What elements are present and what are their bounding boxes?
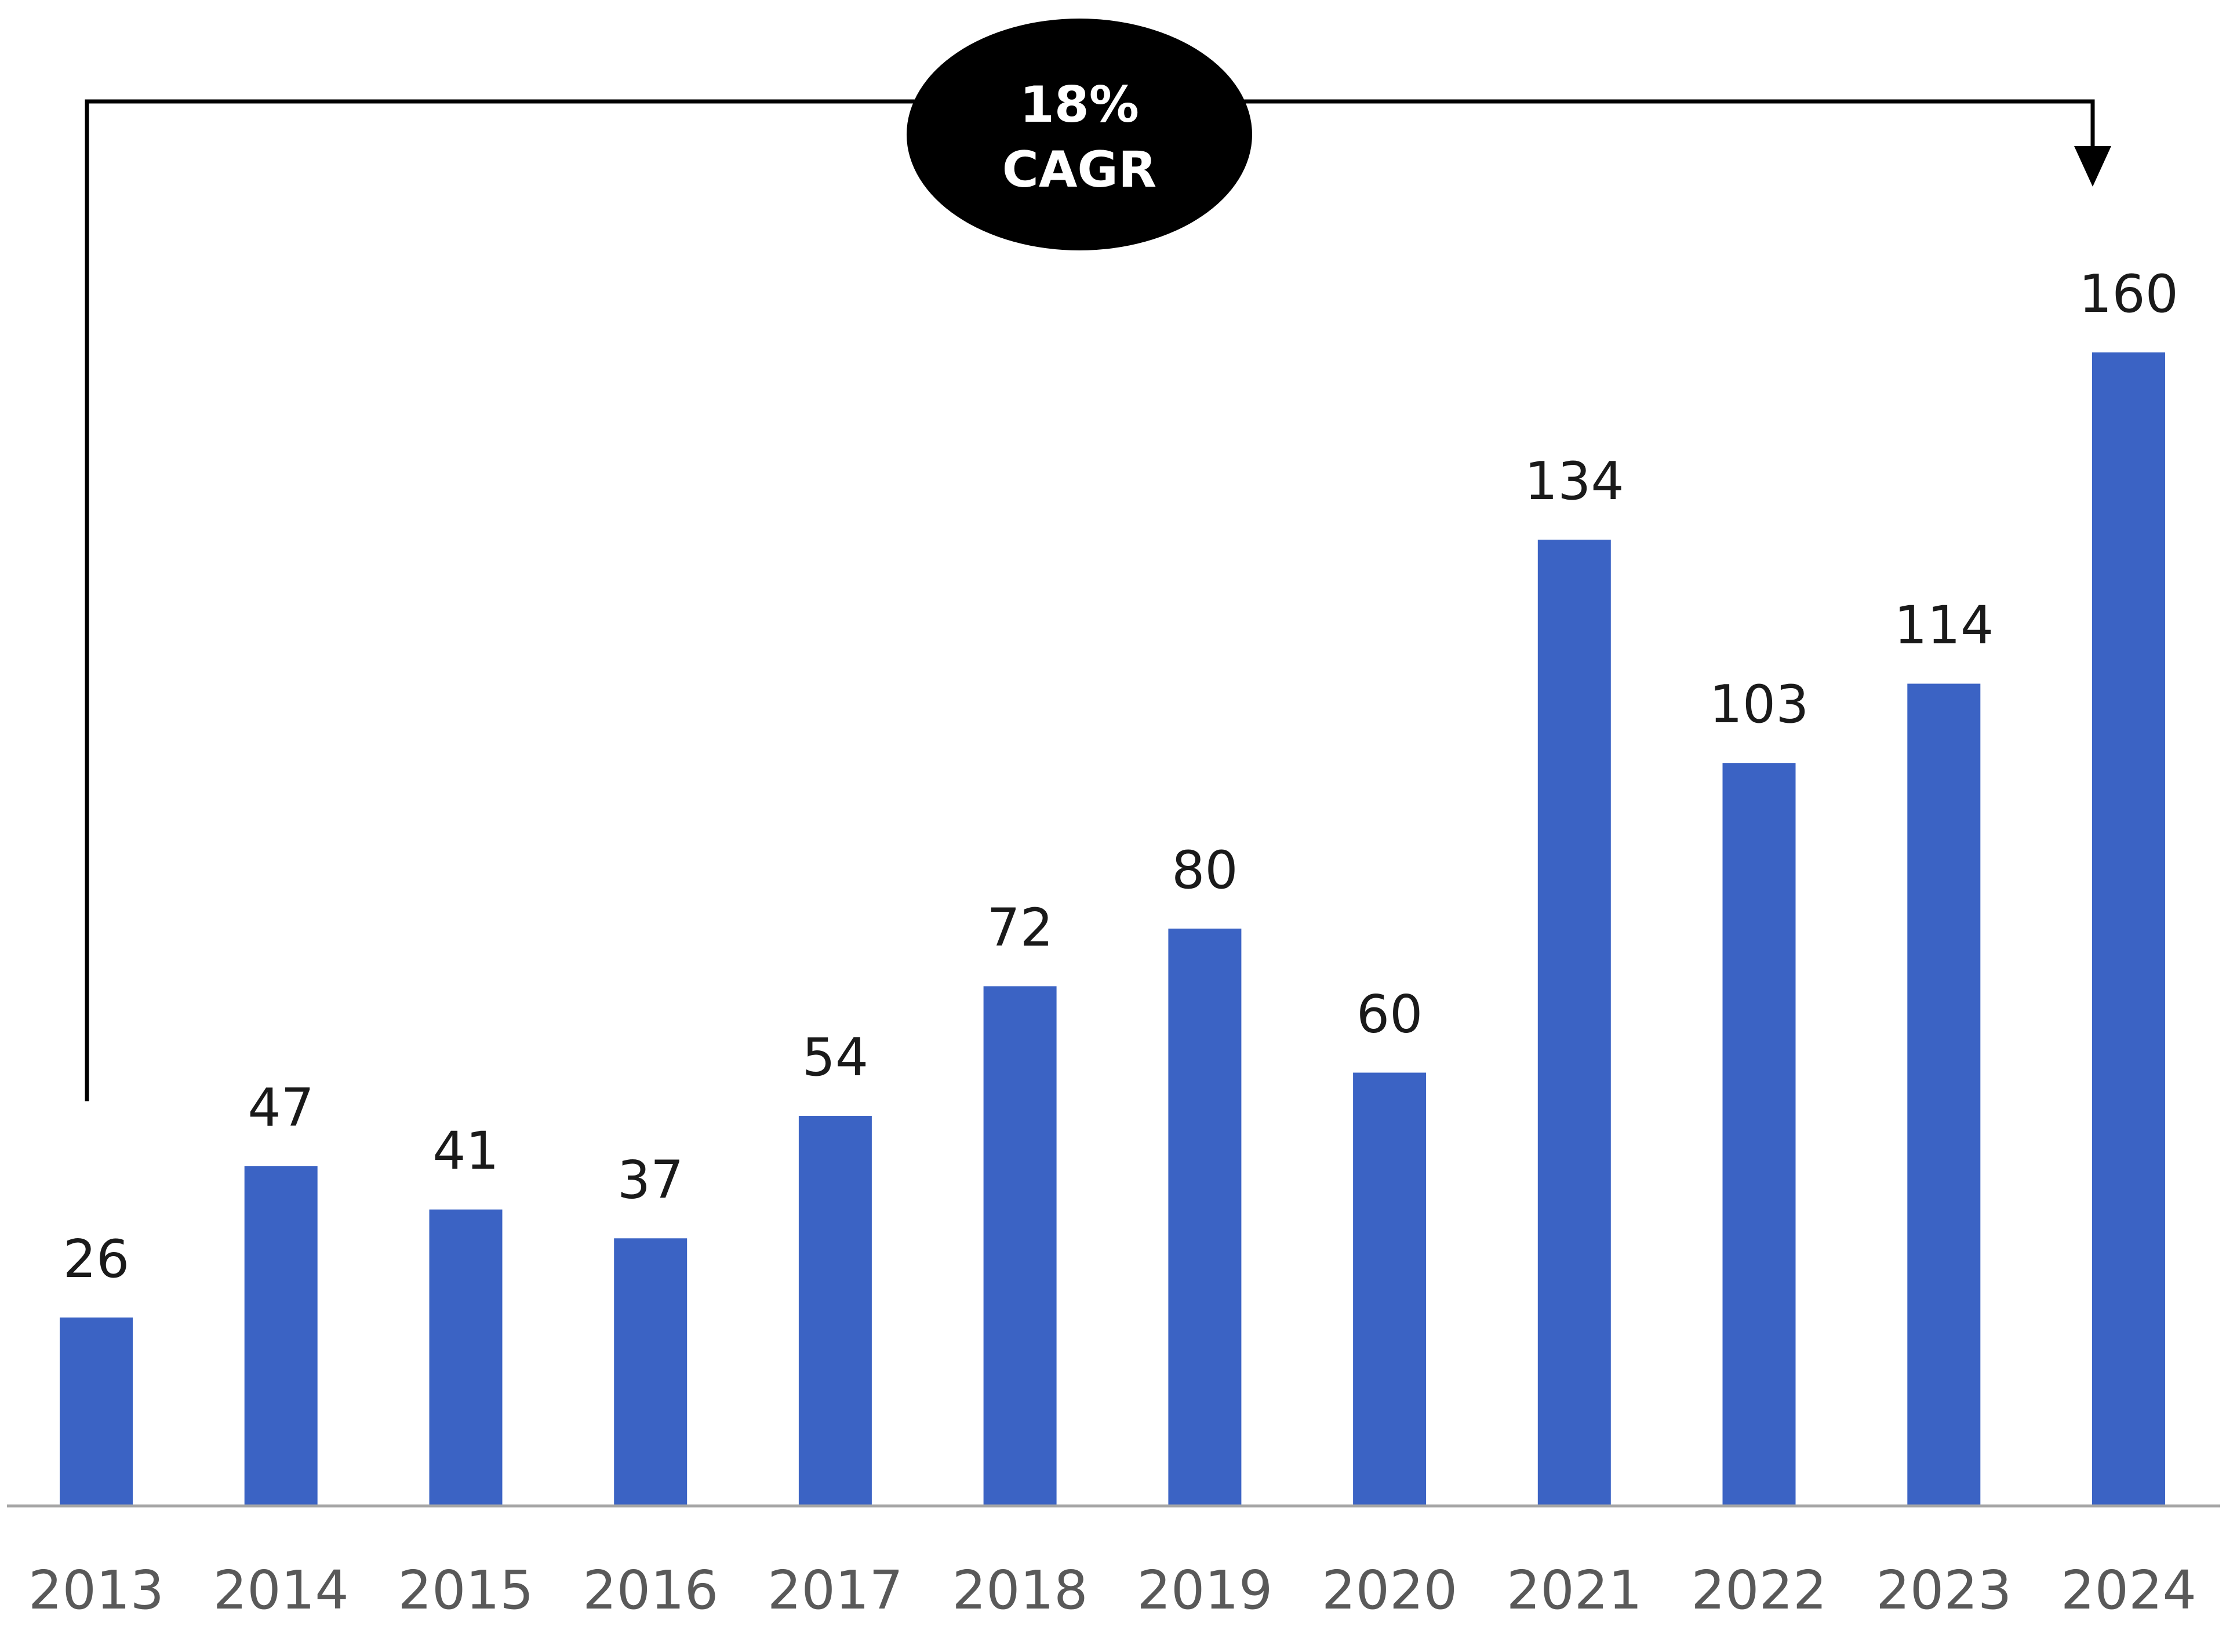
bars-layer — [60, 352, 2165, 1505]
x-tick-label-2018: 2018 — [952, 1559, 1088, 1621]
bar-2016 — [614, 1238, 688, 1505]
value-label-2023: 114 — [1894, 595, 1994, 656]
cagr-rate-text: 18% — [1020, 76, 1139, 134]
x-tick-label-2016: 2016 — [583, 1559, 718, 1621]
x-tick-label-2023: 2023 — [1876, 1559, 2012, 1621]
bar-2024 — [2092, 352, 2165, 1505]
x-tick-label-2019: 2019 — [1137, 1559, 1272, 1621]
value-label-2019: 80 — [1172, 840, 1238, 901]
value-label-2016: 37 — [617, 1149, 684, 1210]
x-tick-label-2015: 2015 — [398, 1559, 533, 1621]
x-tick-label-2021: 2021 — [1507, 1559, 1642, 1621]
value-labels-layer: 26 47 41 37 54 72 80 60 134 103 114 160 — [63, 264, 2178, 1290]
bar-2014 — [244, 1166, 318, 1505]
cagr-label-text: CAGR — [1002, 141, 1156, 199]
bar-2022 — [1722, 763, 1796, 1505]
value-label-2014: 47 — [248, 1078, 314, 1138]
value-label-2021: 134 — [1525, 451, 1624, 512]
arrow-down-icon — [2074, 146, 2111, 187]
value-label-2013: 26 — [63, 1229, 130, 1290]
value-label-2018: 72 — [987, 897, 1053, 958]
value-label-2017: 54 — [802, 1027, 869, 1088]
cagr-annotation: 18% CAGR — [85, 19, 2111, 1101]
value-label-2015: 41 — [432, 1121, 499, 1182]
bar-2015 — [429, 1209, 503, 1505]
value-label-2022: 103 — [1709, 674, 1809, 735]
x-tick-label-2014: 2014 — [213, 1559, 349, 1621]
x-axis-tick-labels: 2013 2014 2015 2016 2017 2018 2019 2020 2021 2022… — [28, 1559, 2196, 1621]
x-tick-label-2013: 2013 — [28, 1559, 164, 1621]
bar-2020 — [1353, 1072, 1427, 1505]
bar-2018 — [983, 986, 1057, 1505]
bar-2013 — [60, 1317, 133, 1505]
bar-2019 — [1168, 929, 1242, 1505]
bar-2023 — [1907, 683, 1981, 1505]
bar-2021 — [1537, 540, 1611, 1505]
value-label-2024: 160 — [2079, 264, 2178, 325]
x-tick-label-2022: 2022 — [1691, 1559, 1827, 1621]
cagr-badge — [907, 19, 1252, 250]
x-tick-label-2017: 2017 — [768, 1559, 903, 1621]
value-label-2020: 60 — [1356, 984, 1423, 1045]
bar-2017 — [798, 1116, 872, 1505]
x-tick-label-2024: 2024 — [2061, 1559, 2196, 1621]
x-tick-label-2020: 2020 — [1322, 1559, 1457, 1621]
